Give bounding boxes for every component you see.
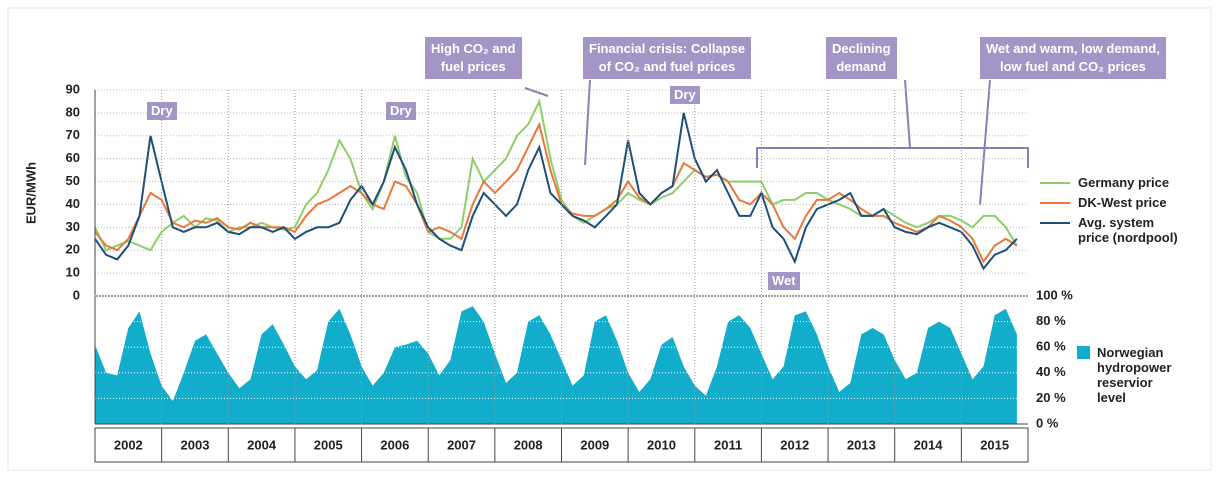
annotation: Financial crisis: Collapse of CO₂ and fue…: [583, 37, 752, 79]
price-line: [94, 121, 1018, 264]
y-tick-label: 70: [66, 127, 80, 142]
legend-swatch: [1077, 346, 1090, 359]
legend-label: DK-West price: [1078, 195, 1167, 210]
x-tick-label: 2002: [114, 437, 143, 452]
y-tick-label: 0: [73, 287, 80, 302]
annotation: Wet and warm, low demand, low fuel and CO…: [980, 37, 1166, 79]
y2-tick-label: 80 %: [1036, 313, 1066, 328]
annotation: Dry: [386, 102, 416, 120]
y-tick-label: 10: [66, 265, 80, 280]
y2-tick-label: 20 %: [1036, 390, 1066, 405]
frame: [7, 7, 1212, 471]
annotation-line: Declining: [832, 41, 891, 56]
y-tick-label: 90: [66, 81, 80, 96]
legend-label: Germany price: [1078, 175, 1170, 190]
annotation: Dry: [147, 102, 177, 120]
x-tick-label: 2005: [314, 437, 343, 452]
x-tick-label: 2010: [647, 437, 676, 452]
y-tick-label: 50: [66, 173, 80, 188]
annotation-line: Dry: [151, 103, 173, 118]
annotation-line: Wet and warm, low demand,: [986, 41, 1160, 56]
x-tick-label: 2013: [847, 437, 876, 452]
y2-tick-label: 100 %: [1036, 287, 1073, 302]
annotation-line: Wet: [772, 273, 796, 288]
y-tick-label: 80: [66, 104, 80, 119]
annotation: High CO₂ and fuel prices: [425, 37, 522, 79]
y-tick-label: 60: [66, 150, 80, 165]
price-line: [94, 112, 1018, 271]
annotation-line: High CO₂ and: [431, 41, 516, 56]
callouts: [524, 79, 1029, 206]
annotation-line: Dry: [674, 87, 696, 102]
y2-tick-label: 60 %: [1036, 339, 1066, 354]
x-tick-label: 2011: [714, 437, 742, 452]
annotation: Wet: [768, 272, 800, 290]
legend-label: Avg. system price (nordpool): [1078, 215, 1178, 245]
hydro-area: [95, 306, 1017, 424]
legend-label: Norwegian hydropower reservior level: [1097, 345, 1172, 405]
x-tick-label: 2012: [780, 437, 809, 452]
y-tick-label: 30: [66, 219, 80, 234]
x-tick-label: 2008: [514, 437, 543, 452]
annotation-line: Dry: [390, 103, 412, 118]
y2-tick-label: 40 %: [1036, 364, 1066, 379]
y-axis-label: EUR/MWh: [23, 162, 38, 224]
annotation-line: Financial crisis: Collapse: [589, 41, 746, 56]
annotation: Declining demand: [826, 37, 897, 79]
y2-tick-label: 0 %: [1036, 415, 1059, 430]
x-tick-label: 2009: [580, 437, 609, 452]
x-tick-label: 2014: [914, 437, 944, 452]
annotation-line: demand: [836, 59, 887, 74]
x-tick-label: 2006: [380, 437, 409, 452]
annotation: Dry: [670, 86, 700, 104]
annotation-line: fuel prices: [440, 59, 506, 74]
y-tick-label: 40: [66, 196, 80, 211]
x-tick-label: 2007: [447, 437, 476, 452]
annotation-line: of CO₂ and fuel prices: [598, 59, 736, 74]
y-tick-label: 20: [66, 242, 80, 257]
x-tick-label: 2003: [181, 437, 210, 452]
x-tick-label: 2015: [980, 437, 1009, 452]
x-tick-label: 2004: [247, 437, 277, 452]
annotation-line: low fuel and CO₂ prices: [999, 59, 1146, 74]
